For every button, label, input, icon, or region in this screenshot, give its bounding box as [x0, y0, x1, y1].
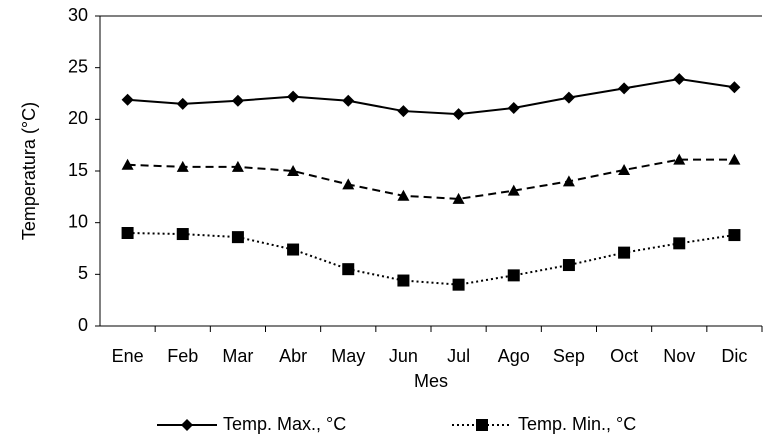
x-tick-label: Ago: [498, 346, 530, 366]
x-tick-label: Jul: [447, 346, 470, 366]
marker: [121, 227, 134, 239]
marker: [728, 153, 741, 165]
marker: [562, 259, 575, 272]
marker: [562, 91, 575, 104]
legend-label: Temp. Max., °C: [223, 414, 346, 434]
y-tick-label: 30: [68, 5, 88, 25]
marker: [287, 90, 300, 103]
x-tick-label: Feb: [167, 346, 198, 366]
marker: [452, 278, 465, 291]
marker: [231, 231, 244, 244]
legend-marker: [476, 419, 488, 431]
y-axis-label: Temperatura (°C): [19, 102, 39, 240]
marker: [231, 94, 244, 107]
marker: [673, 237, 686, 250]
marker: [673, 73, 686, 86]
marker: [397, 189, 410, 201]
marker: [121, 158, 134, 170]
x-tick-label: Jun: [389, 346, 418, 366]
marker: [507, 101, 520, 114]
marker: [342, 263, 355, 276]
marker: [452, 192, 465, 204]
y-tick-label: 15: [68, 160, 88, 180]
marker: [397, 105, 410, 118]
marker: [121, 93, 134, 106]
marker: [673, 153, 686, 165]
x-tick-label: Nov: [663, 346, 695, 366]
x-tick-label: Oct: [610, 346, 638, 366]
marker: [618, 82, 631, 95]
x-tick-label: May: [331, 346, 365, 366]
y-tick-label: 5: [78, 263, 88, 283]
marker: [176, 97, 189, 110]
marker: [342, 94, 355, 107]
marker: [342, 178, 355, 190]
x-tick-label: Mar: [222, 346, 253, 366]
x-axis-label: Mes: [414, 371, 448, 391]
marker: [618, 246, 631, 259]
marker: [618, 163, 631, 175]
y-tick-label: 25: [68, 56, 88, 76]
series-line: [127, 158, 735, 200]
marker: [397, 274, 410, 287]
marker: [287, 165, 300, 176]
marker: [176, 228, 189, 241]
legend-marker: [181, 419, 193, 431]
marker: [728, 229, 741, 242]
marker: [507, 184, 520, 196]
marker: [507, 269, 520, 282]
marker: [176, 160, 189, 172]
marker: [728, 81, 741, 94]
y-tick-label: 0: [78, 315, 88, 335]
y-tick-label: 20: [68, 108, 88, 128]
series-line: [127, 78, 735, 116]
marker: [452, 108, 465, 121]
marker: [231, 160, 244, 172]
x-tick-label: Sep: [553, 346, 585, 366]
marker: [562, 175, 575, 187]
x-tick-label: Dic: [721, 346, 747, 366]
marker: [287, 243, 300, 256]
series-line: [127, 232, 735, 286]
legend-label: Temp. Min., °C: [518, 414, 636, 434]
x-tick-label: Ene: [112, 346, 144, 366]
x-tick-label: Abr: [279, 346, 307, 366]
y-tick-label: 10: [68, 211, 88, 231]
